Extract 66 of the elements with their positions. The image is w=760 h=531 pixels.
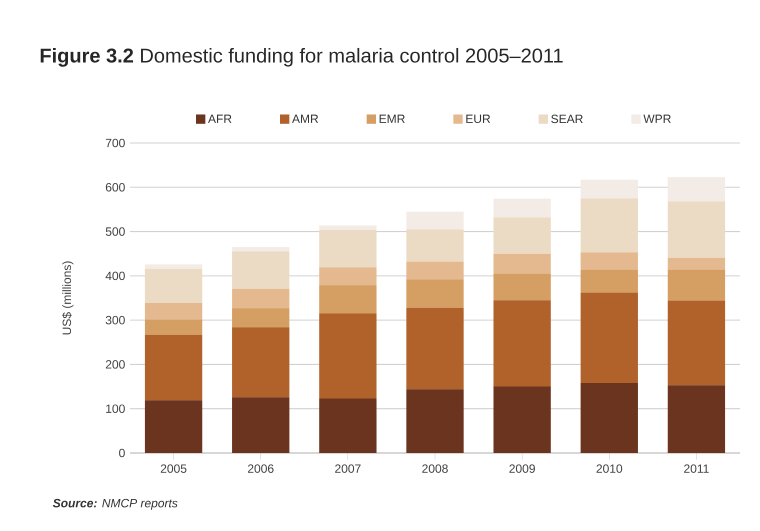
x-tick-label: 2007 [335, 464, 361, 473]
x-tick-label: 2009 [509, 464, 535, 473]
x-tick-label: 2008 [422, 464, 448, 473]
legend-label: EUR [466, 114, 490, 124]
y-tick-label: 200 [106, 360, 125, 369]
bar [580, 180, 638, 198]
legend-label: WPR [643, 114, 671, 123]
bar [668, 385, 726, 453]
y-tick-label: 700 [106, 138, 125, 148]
bar [493, 274, 551, 300]
bar [580, 270, 638, 293]
bar [406, 212, 464, 230]
bar [232, 251, 290, 289]
legend-label: SEAR [551, 114, 583, 124]
bar [319, 398, 377, 453]
bar [668, 177, 726, 202]
bar [493, 300, 551, 387]
bar [232, 327, 290, 398]
bar [668, 300, 726, 386]
bar [319, 267, 377, 286]
bar [144, 334, 202, 400]
x-tick-label: 2010 [596, 464, 622, 473]
legend-label: AFR [208, 114, 232, 123]
y-tick-label: 600 [106, 183, 125, 192]
bar [406, 279, 464, 308]
text: Source: NMCP reports [52, 498, 178, 510]
bar [668, 258, 726, 270]
bar [493, 198, 551, 218]
legend-label: EMR [380, 114, 405, 123]
legend-label: AMR [292, 114, 318, 123]
bar [232, 288, 290, 308]
bar [493, 254, 551, 274]
bar [493, 386, 551, 453]
bar [144, 320, 202, 335]
x-tick-label: 2005 [160, 464, 186, 473]
bar [668, 201, 726, 258]
bar [580, 383, 638, 453]
bar [319, 230, 377, 268]
bar [144, 268, 202, 303]
chart-title: Figure 3.2 Domestic funding for malaria control 2005–2011 [40, 48, 563, 67]
x-tick-label: 2011 [684, 464, 709, 473]
y-tick-label: 300 [106, 316, 125, 324]
bar [319, 313, 377, 399]
y-tick-label: 0 [119, 448, 125, 458]
y-tick-label: 400 [106, 272, 125, 280]
bar [493, 217, 551, 254]
bar [580, 252, 638, 270]
bar [319, 225, 377, 230]
bar [406, 308, 464, 390]
bar [406, 262, 464, 280]
bar [406, 229, 464, 262]
x-tick-label: 2006 [248, 464, 274, 473]
bar [144, 264, 202, 269]
y-tick-label: 500 [106, 227, 125, 236]
y-axis-title: US$ (millions) [62, 261, 74, 334]
bar [144, 400, 202, 453]
y-tick-label: 100 [106, 404, 125, 413]
bar [668, 270, 726, 301]
bar [232, 397, 290, 453]
bar [580, 198, 638, 252]
bar [232, 247, 290, 252]
bar [144, 302, 202, 320]
bar [580, 292, 638, 384]
bar [319, 285, 377, 314]
bar [232, 308, 290, 328]
bar [406, 389, 464, 453]
